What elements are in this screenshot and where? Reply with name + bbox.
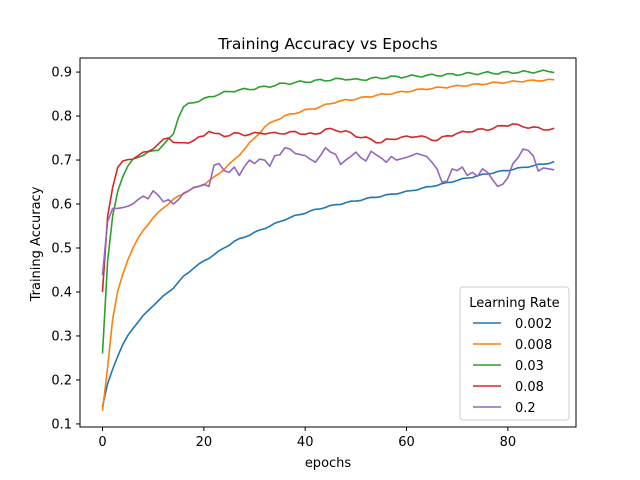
series-line-0-03	[101, 69, 555, 354]
x-tick-label: 80	[500, 435, 517, 450]
x-tick-label: 20	[196, 435, 213, 450]
y-tick-label: 0.1	[51, 417, 72, 432]
x-axis-label: epochs	[305, 456, 352, 471]
y-axis: 0.1 0.2 0.3 0.4 0.5 0.6 0.7 0.8 0.9	[51, 66, 80, 432]
y-tick-label: 0.7	[51, 154, 72, 169]
series-line-0-008	[101, 78, 555, 411]
y-tick-label: 0.5	[51, 241, 72, 256]
plot-frame	[79, 57, 577, 428]
legend-label-0-08: 0.08	[515, 380, 544, 395]
y-tick-label: 0.8	[51, 110, 72, 125]
chart-title: Training Accuracy vs Epochs	[217, 35, 438, 53]
y-tick-label: 0.4	[51, 285, 72, 300]
series-line-0-2	[101, 146, 555, 276]
y-tick-label: 0.6	[51, 198, 72, 213]
legend-label-0-008: 0.008	[515, 338, 552, 353]
legend-title: Learning Rate	[469, 296, 559, 311]
y-tick-label: 0.3	[51, 329, 72, 344]
x-tick-label: 60	[398, 435, 415, 450]
legend: Learning Rate 0.002 0.008 0.03 0.08 0.2	[459, 286, 570, 421]
y-axis-label: Training Accuracy	[29, 186, 44, 302]
series-line-0-08	[101, 123, 555, 293]
x-tick-label: 40	[297, 435, 314, 450]
plot-area	[79, 57, 577, 428]
x-axis: 0 20 40 60 80	[98, 427, 516, 450]
legend-label-0-2: 0.2	[515, 401, 536, 416]
y-tick-label: 0.9	[51, 66, 72, 81]
legend-label-0-002: 0.002	[515, 317, 552, 332]
y-tick-label: 0.2	[51, 373, 72, 388]
x-tick-label: 0	[98, 435, 106, 450]
legend-label-0-03: 0.03	[515, 359, 544, 374]
